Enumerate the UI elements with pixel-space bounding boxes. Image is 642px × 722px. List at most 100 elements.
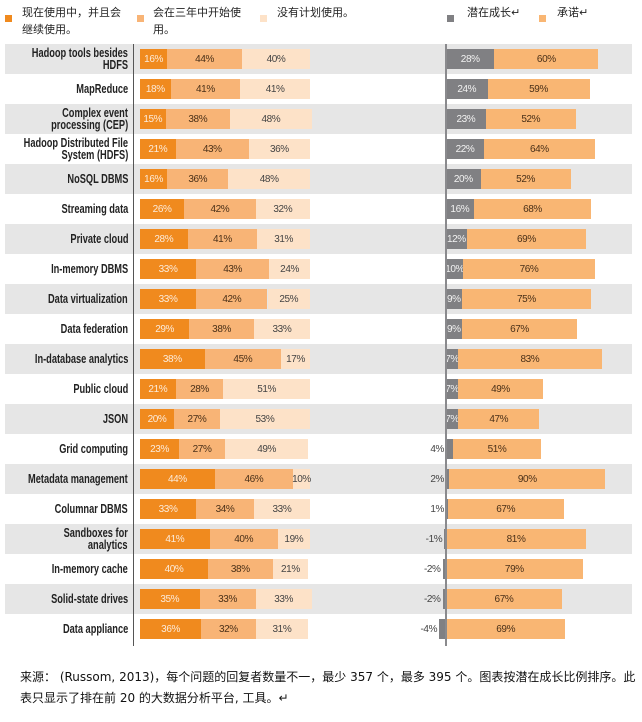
- bar-commitment: 69%: [466, 229, 587, 249]
- category-label: In-memory DBMS: [0, 254, 128, 284]
- data-label-using-now: 16%: [144, 173, 163, 185]
- legend-swatch-using-now: [5, 15, 12, 22]
- data-label-using-now: 21%: [148, 383, 168, 395]
- category-label: Public cloud: [0, 374, 128, 404]
- data-label-no-plans: 53%: [255, 413, 275, 425]
- data-label-potential-growth: 9%: [446, 293, 461, 305]
- data-label-using-now: 41%: [165, 533, 185, 545]
- category-label-line: Columnar DBMS: [55, 502, 128, 516]
- bar-segment-no-plans: 36%: [248, 139, 310, 159]
- data-label-commitment: 83%: [520, 353, 540, 365]
- data-label-using-now: 36%: [161, 623, 180, 635]
- legend-label-no-plans: 没有计划使用。: [277, 6, 354, 19]
- data-label-within-3-years: 38%: [230, 563, 250, 575]
- data-label-within-3-years: 42%: [222, 293, 242, 305]
- data-label-no-plans: 33%: [274, 593, 294, 605]
- data-label-using-now: 35%: [160, 593, 180, 605]
- data-label-using-now: 44%: [167, 473, 187, 485]
- bar-potential-growth: 28%: [446, 49, 495, 69]
- data-label-potential-growth: 7%: [445, 353, 459, 365]
- data-label-potential-growth: -4%: [420, 623, 438, 635]
- data-label-within-3-years: 43%: [223, 263, 243, 275]
- bar-potential-growth: 23%: [446, 109, 486, 129]
- data-label-commitment: 60%: [536, 53, 556, 65]
- data-label-no-plans: 17%: [286, 353, 305, 365]
- data-label-using-now: 20%: [147, 413, 167, 425]
- bar-potential-growth: 16%: [446, 199, 474, 219]
- bar-segment-no-plans: 51%: [223, 379, 310, 399]
- bar-segment-no-plans: 17%: [281, 349, 310, 369]
- data-label-commitment: 81%: [506, 533, 526, 545]
- data-label-potential-growth: 22%: [455, 143, 475, 155]
- data-label-commitment: 59%: [529, 83, 548, 95]
- data-label-using-now: 18%: [145, 83, 165, 95]
- data-label-commitment: 69%: [496, 623, 516, 635]
- data-label-using-now: 33%: [158, 503, 178, 515]
- bar-segment-using-now: 41%: [140, 529, 210, 549]
- category-label-line: Hadoop Distributed File: [23, 136, 128, 150]
- data-label-commitment: 67%: [494, 593, 514, 605]
- category-label-line: Streaming data: [61, 202, 128, 216]
- category-label: Data appliance: [0, 614, 128, 644]
- bar-segment-within-3-years: 38%: [165, 109, 231, 129]
- bar-segment-using-now: 36%: [140, 619, 202, 639]
- bar-potential-growth: 20%: [446, 169, 481, 189]
- data-label-potential-growth: 2%: [430, 473, 444, 485]
- bar-segment-within-3-years: 40%: [209, 529, 278, 549]
- bar-segment-within-3-years: 38%: [189, 319, 254, 339]
- legend-swatch-no-plans: [260, 15, 267, 22]
- data-label-no-plans: 41%: [265, 83, 285, 95]
- data-label-within-3-years: 38%: [212, 323, 231, 335]
- data-label-commitment: 47%: [489, 413, 509, 425]
- bar-segment-using-now: 16%: [140, 49, 168, 69]
- bar-segment-within-3-years: 38%: [208, 559, 273, 579]
- data-label-using-now: 28%: [154, 233, 174, 245]
- data-label-within-3-years: 44%: [195, 53, 214, 65]
- category-label: Private cloud: [0, 224, 128, 254]
- bar-segment-no-plans: 48%: [228, 169, 310, 189]
- bar-segment-no-plans: 53%: [219, 409, 310, 429]
- bar-segment-within-3-years: 42%: [196, 289, 268, 309]
- bar-segment-using-now: 28%: [140, 229, 188, 249]
- bar-segment-no-plans: 41%: [240, 79, 310, 99]
- legend-label-potential-growth: 潜在成长↵: [467, 6, 521, 19]
- category-label-line: HDFS: [102, 58, 128, 72]
- bar-segment-using-now: 20%: [140, 409, 174, 429]
- category-label-line: In-database analytics: [34, 352, 128, 366]
- data-label-potential-growth: 20%: [453, 173, 473, 185]
- bar-segment-no-plans: 24%: [269, 259, 310, 279]
- bar-segment-no-plans: 32%: [255, 199, 310, 219]
- bar-segment-no-plans: 31%: [257, 229, 310, 249]
- bar-segment-no-plans: 31%: [255, 619, 309, 639]
- legend-label-using-now: 现在使用中，并且会 继续使用。: [22, 6, 121, 36]
- category-label: Streaming data: [0, 194, 128, 224]
- data-label-within-3-years: 34%: [215, 503, 235, 515]
- data-label-within-3-years: 33%: [218, 593, 237, 605]
- bar-segment-using-now: 26%: [140, 199, 185, 219]
- bar-segment-within-3-years: 32%: [201, 619, 256, 639]
- bar-segment-using-now: 18%: [140, 79, 171, 99]
- bar-segment-within-3-years: 27%: [174, 409, 220, 429]
- bar-potential-growth: 22%: [446, 139, 485, 159]
- category-label: Data virtualization: [0, 284, 128, 314]
- data-label-no-plans: 33%: [272, 323, 292, 335]
- data-label-commitment: 51%: [487, 443, 507, 455]
- bar-potential-growth: 9%: [446, 319, 462, 339]
- category-label-line: Hadoop tools besides: [31, 46, 128, 60]
- category-label-line: MapReduce: [76, 82, 128, 96]
- data-label-no-plans: 36%: [269, 143, 289, 155]
- bar-segment-no-plans: 48%: [230, 109, 312, 129]
- legend-swatch-within-3-years: [137, 15, 144, 22]
- data-label-commitment: 52%: [521, 113, 541, 125]
- bar-segment-within-3-years: 43%: [175, 139, 249, 159]
- data-label-no-plans: 19%: [284, 533, 304, 545]
- bar-segment-using-now: 33%: [140, 289, 197, 309]
- legend-label-within-3-years: 会在三年中开始使 用。: [153, 6, 241, 36]
- bar-commitment: 90%: [449, 469, 606, 489]
- bar-commitment: 49%: [458, 379, 543, 399]
- legend-label-commitment: 承诺↵: [557, 6, 589, 19]
- bar-segment-using-now: 21%: [140, 379, 176, 399]
- data-label-no-plans: 48%: [259, 173, 279, 185]
- data-label-potential-growth: -2%: [423, 563, 441, 575]
- data-label-commitment: 76%: [519, 263, 539, 275]
